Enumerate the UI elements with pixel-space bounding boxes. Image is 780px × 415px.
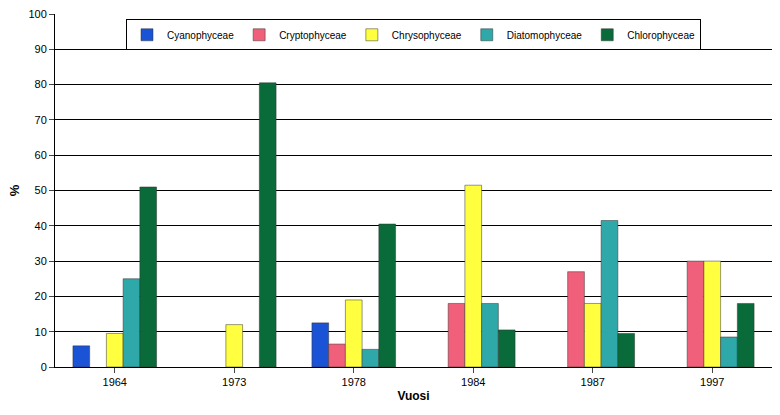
svg-text:Diatomophyceae: Diatomophyceae xyxy=(507,30,582,41)
svg-text:40: 40 xyxy=(35,220,47,232)
svg-text:1984: 1984 xyxy=(461,376,485,388)
svg-text:Chrysophyceae: Chrysophyceae xyxy=(392,30,462,41)
svg-text:90: 90 xyxy=(35,43,47,55)
svg-text:1973: 1973 xyxy=(222,376,246,388)
svg-text:Cyanophyceae: Cyanophyceae xyxy=(167,30,234,41)
svg-text:100: 100 xyxy=(28,8,46,20)
svg-text:%: % xyxy=(7,184,22,196)
svg-text:70: 70 xyxy=(35,114,47,126)
svg-text:1978: 1978 xyxy=(342,376,366,388)
svg-text:10: 10 xyxy=(35,326,47,338)
svg-text:60: 60 xyxy=(35,149,47,161)
svg-text:Cryptophyceae: Cryptophyceae xyxy=(279,30,347,41)
svg-text:Vuosi: Vuosi xyxy=(397,389,429,403)
svg-text:1964: 1964 xyxy=(103,376,127,388)
svg-text:20: 20 xyxy=(35,290,47,302)
svg-text:80: 80 xyxy=(35,78,47,90)
svg-text:1997: 1997 xyxy=(700,376,724,388)
svg-text:1987: 1987 xyxy=(581,376,605,388)
svg-text:30: 30 xyxy=(35,255,47,267)
svg-text:50: 50 xyxy=(35,184,47,196)
svg-text:0: 0 xyxy=(41,361,47,373)
svg-text:Chlorophyceae: Chlorophyceae xyxy=(627,30,695,41)
